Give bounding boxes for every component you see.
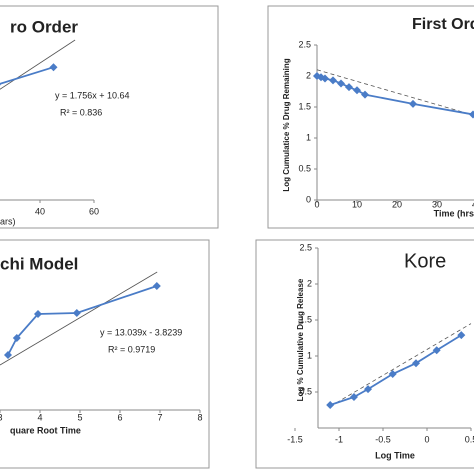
data-point (469, 110, 474, 119)
data-point (326, 400, 335, 409)
trend-line (329, 323, 472, 407)
data-point (329, 76, 337, 85)
chart-title: Kore (404, 250, 446, 272)
data-point (49, 63, 58, 72)
x-axis-label: quare Root Time (10, 425, 81, 435)
y-tick-label: 2 (306, 70, 311, 80)
trend-line (0, 271, 158, 366)
data-point (353, 86, 361, 95)
data-point (34, 310, 42, 318)
data-point (412, 359, 420, 368)
x-tick-label: 20 (392, 199, 402, 209)
x-tick-label: 40 (472, 199, 474, 209)
x-tick-label: 40 (35, 206, 45, 216)
x-tick-label: 4 (37, 412, 42, 422)
chart-title: chi Model (0, 254, 78, 273)
x-tick-label: 3 (0, 412, 3, 422)
x-tick-label: 10 (352, 199, 362, 209)
y-tick-label: 1 (306, 132, 311, 142)
x-axis-label: ars) (0, 216, 16, 226)
chart-title: ro Order (10, 17, 78, 36)
y-axis-label: Log Cumulatice % Drug Remaining (282, 58, 291, 191)
x-tick-label: 8 (197, 412, 202, 422)
y-tick-label: 1 (307, 350, 312, 360)
y-tick-label: 2 (307, 278, 312, 288)
r-squared: R² = 0.836 (60, 107, 102, 117)
data-point (337, 79, 345, 88)
trend-line (0, 39, 76, 90)
y-tick-label: 1.5 (298, 101, 311, 111)
data-point (361, 90, 369, 99)
panel (0, 239, 210, 469)
y-axis-label: Log % Cumulative Drug Release (296, 278, 305, 401)
x-axis-label: Log Time (375, 450, 415, 460)
r-squared: R² = 0.9719 (108, 344, 155, 354)
data-point (72, 309, 81, 317)
y-tick-label: 1.5 (299, 314, 312, 324)
data-point (4, 351, 12, 359)
series-line (0, 66, 54, 85)
x-tick-label: 5 (77, 412, 82, 422)
y-tick-label: 2.5 (299, 242, 312, 252)
x-tick-label: 0 (424, 434, 429, 444)
data-point (457, 331, 466, 340)
x-tick-label: 7 (157, 412, 162, 422)
y-tick-label: 2.5 (298, 39, 311, 49)
x-tick-label: -1 (335, 434, 343, 444)
equation: y = 13.039x - 3.8239 (100, 327, 182, 337)
panel (267, 5, 474, 229)
data-point (152, 282, 161, 290)
x-tick-label: -1.5 (287, 434, 303, 444)
x-tick-label: 6 (117, 412, 122, 422)
data-point (321, 74, 329, 83)
panel (0, 5, 219, 229)
data-point (409, 99, 417, 108)
chart-title: First Ord (412, 16, 474, 33)
data-point (0, 84, 1, 86)
y-tick-label: 0.5 (299, 386, 312, 396)
data-point (12, 334, 21, 342)
x-tick-label: 0 (314, 199, 319, 209)
trend-line (316, 69, 474, 116)
data-point (349, 393, 358, 402)
x-tick-label: 0.5 (465, 434, 474, 444)
x-tick-label: 60 (89, 206, 99, 216)
y-tick-label: 0 (306, 194, 311, 204)
x-tick-label: 30 (432, 199, 442, 209)
data-point (345, 83, 353, 92)
x-axis-label: Time (hrs (434, 208, 474, 218)
x-tick-label: -0.5 (375, 434, 391, 444)
panel (255, 239, 474, 469)
data-point (388, 370, 397, 378)
data-point (432, 346, 441, 355)
data-point (364, 385, 373, 394)
y-tick-label: 0.5 (298, 163, 311, 173)
equation: y = 1.756x + 10.64 (55, 90, 130, 100)
